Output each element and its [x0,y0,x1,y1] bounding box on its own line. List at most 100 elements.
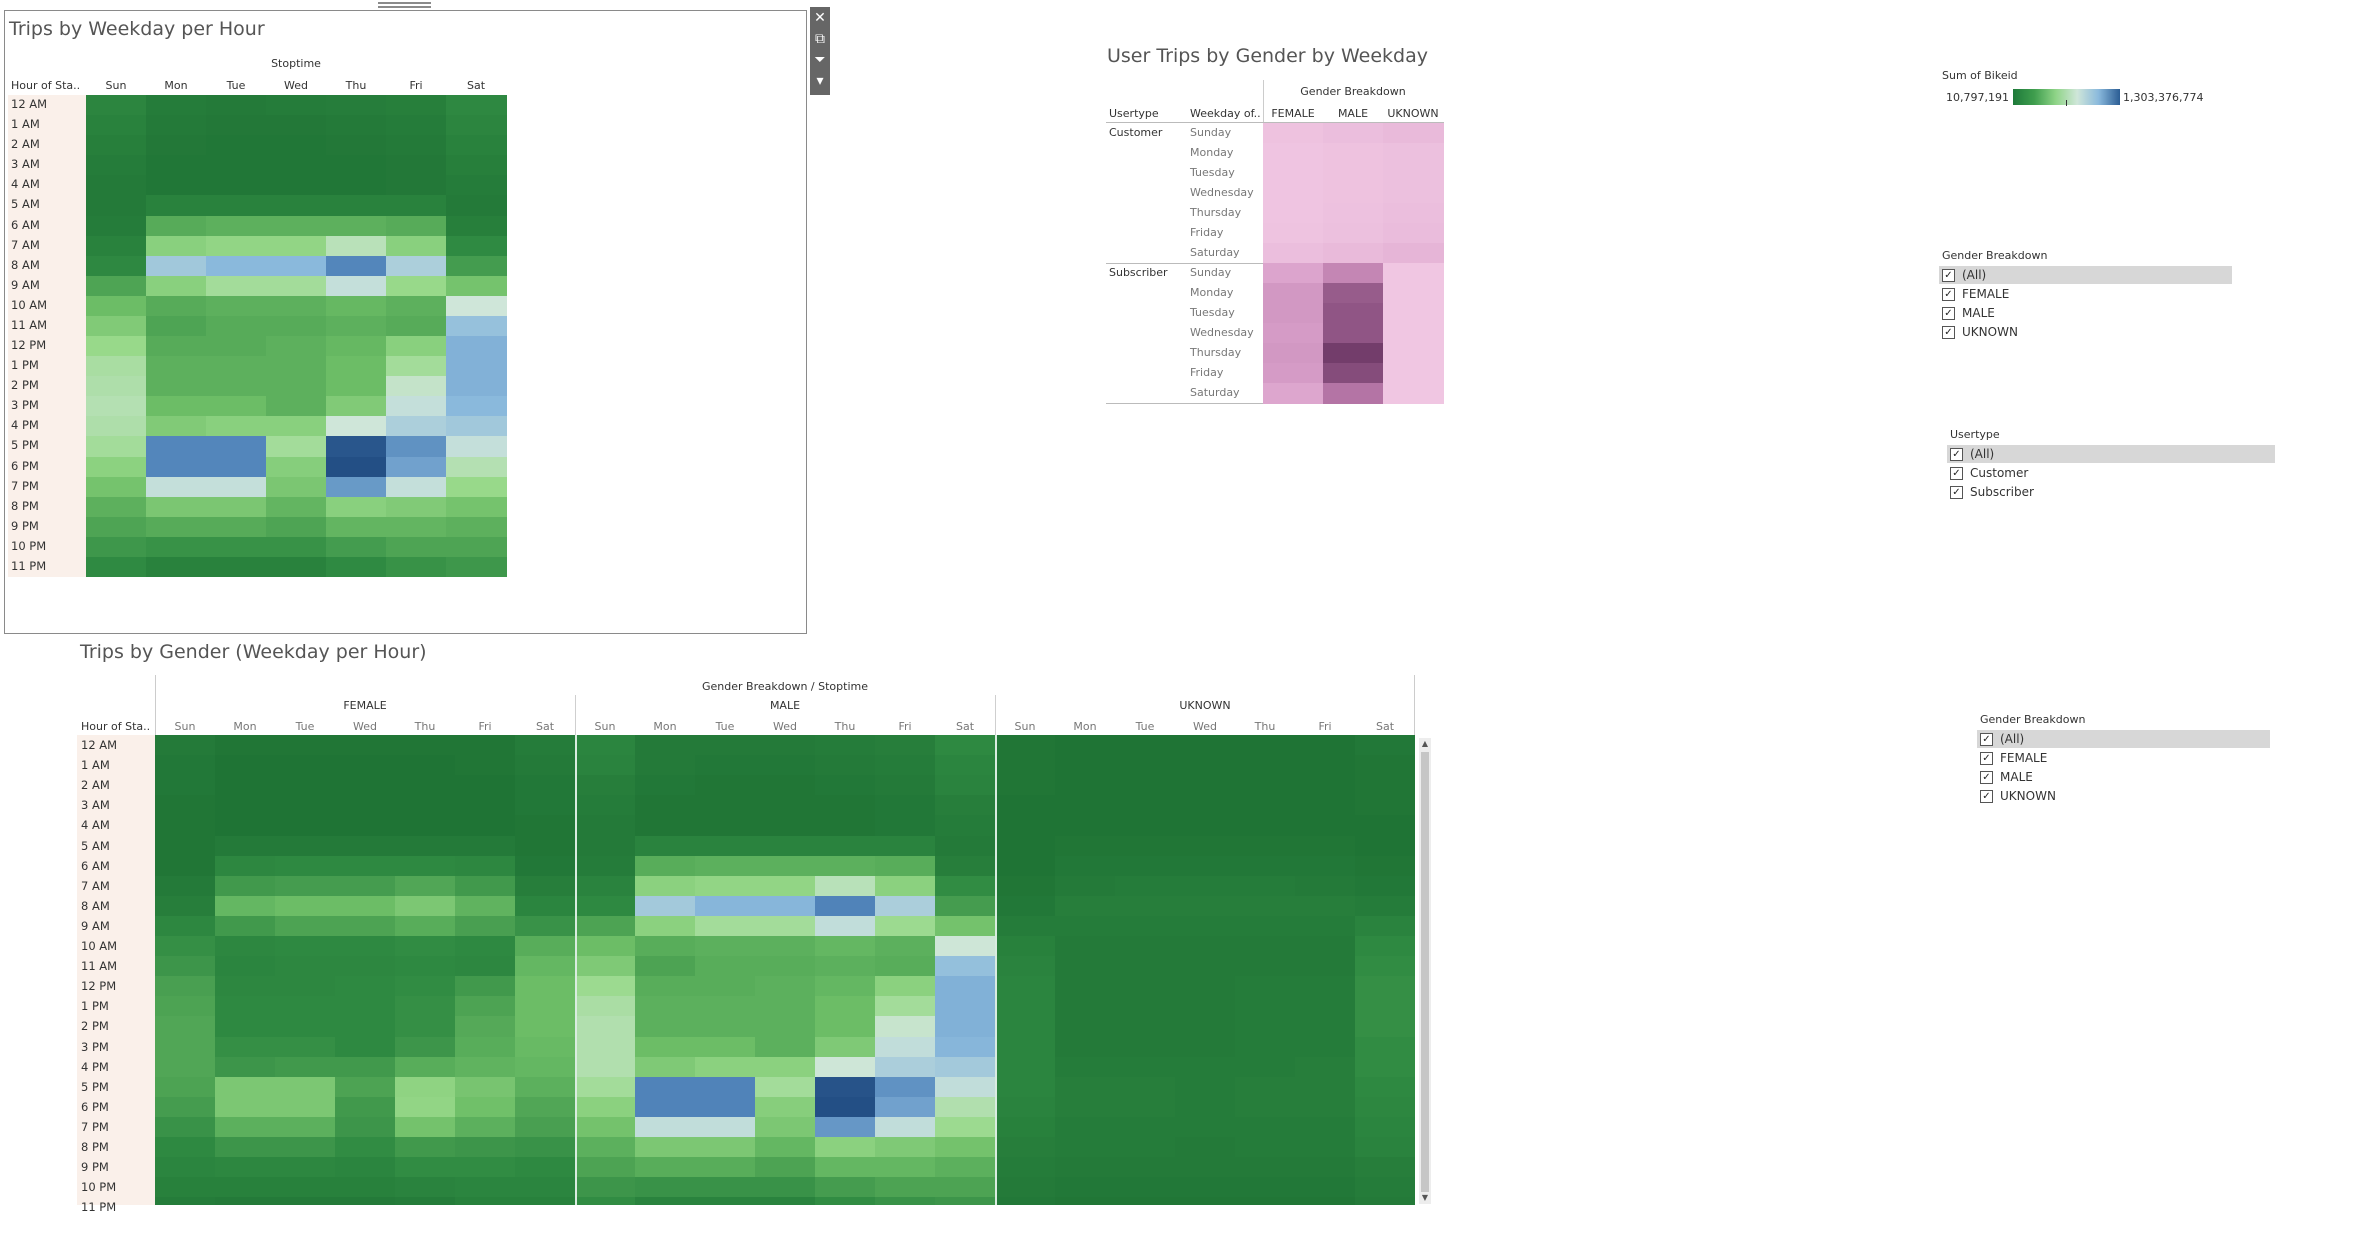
heatmap-cell [755,875,816,897]
heatmap-cell [635,1197,696,1205]
close-icon[interactable]: ✕ [814,10,826,26]
filter-option[interactable]: ✓ UKNOWN [1939,323,2232,341]
filter-option[interactable]: ✓ (All) [1977,730,2270,748]
panel2-weekday-label: Sunday [1190,266,1232,279]
heatmap-cell [155,1096,216,1118]
checkbox-icon[interactable]: ✓ [1942,288,1955,301]
panel1-hour-label: 11 AM [11,317,48,332]
heatmap-cell [1175,1116,1236,1138]
heatmap-cell [395,755,456,776]
heatmap-cell [446,396,507,417]
heatmap-cell [875,735,936,756]
checkbox-icon[interactable]: ✓ [1980,752,1993,765]
heatmap-cell [266,496,327,518]
checkbox-icon[interactable]: ✓ [1980,790,1993,803]
panel3-hour-label: 1 PM [81,999,109,1014]
heatmap-cell [155,1177,216,1198]
checkbox-icon[interactable]: ✓ [1942,269,1955,282]
heatmap-cell [515,1177,576,1198]
filter-option[interactable]: ✓ Subscriber [1947,483,2275,501]
heatmap-cell [1235,996,1296,1017]
panel1-hour-label: 5 AM [11,197,40,212]
trips-by-weekday-panel[interactable] [4,10,807,634]
heatmap-cell [1175,795,1236,816]
heatmap-cell [206,155,267,176]
panel3-scrollbar[interactable]: ▲ ▼ [1419,738,1431,1204]
checkbox-icon[interactable]: ✓ [1950,448,1963,461]
heatmap-cell [1355,1036,1415,1058]
heatmap-cell [875,1157,936,1178]
heatmap-cell [326,275,387,297]
heatmap-cell [995,875,1056,897]
checkbox-icon[interactable]: ✓ [1942,307,1955,320]
filter-option[interactable]: ✓ Customer [1947,464,2275,482]
heatmap-cell [1263,343,1324,364]
checkbox-icon[interactable]: ✓ [1980,771,1993,784]
filter-option[interactable]: ✓ (All) [1947,445,2275,463]
heatmap-cell [1383,303,1444,324]
panel3-hour-label: 11 AM [81,959,118,974]
filter-option[interactable]: ✓ FEMALE [1939,285,2232,303]
heatmap-cell [155,895,216,917]
heatmap-cell [755,835,816,857]
panel3-day-label: Tue [715,720,735,733]
filter-option[interactable]: ✓ MALE [1977,768,2270,786]
heatmap-cell [1323,183,1384,204]
popout-icon[interactable]: ⧉ [815,31,825,47]
heatmap-cell [215,936,276,957]
dropdown-icon[interactable]: ▾ [816,73,824,89]
heatmap-cell [395,936,456,957]
heatmap-cell [275,855,336,877]
drag-handle-icon[interactable] [378,0,431,10]
heatmap-cell [275,755,336,776]
heatmap-cell [935,835,996,857]
panel2-bottom-rule [1106,403,1444,404]
panel1-row-header: Hour of Sta.. [11,79,81,92]
heatmap-cell [266,195,327,216]
heatmap-cell [326,536,387,558]
heatmap-cell [1323,363,1384,384]
heatmap-cell [995,835,1056,857]
heatmap-cell [1383,143,1444,164]
heatmap-cell [635,815,696,836]
heatmap-cell [1383,203,1444,224]
heatmap-cell [395,996,456,1017]
panel3-day-label: Sat [535,720,555,733]
heatmap-cell [515,895,576,917]
heatmap-cell [1295,936,1356,957]
heatmap-cell [1115,1116,1176,1138]
heatmap-cell [386,376,447,397]
filter-option[interactable]: ✓ FEMALE [1977,749,2270,767]
heatmap-cell [155,1157,216,1178]
panel1-day-label: Sun [105,79,127,92]
heatmap-cell [755,1157,816,1178]
checkbox-icon[interactable]: ✓ [1942,326,1955,339]
heatmap-cell [386,195,447,216]
heatmap-cell [1263,283,1324,304]
checkbox-icon[interactable]: ✓ [1950,467,1963,480]
heatmap-cell [1055,755,1116,776]
heatmap-cell [575,1096,636,1118]
heatmap-cell [1295,875,1356,897]
checkbox-icon[interactable]: ✓ [1950,486,1963,499]
panel1-col-group-label: Stoptime [271,57,321,70]
scroll-up-icon[interactable]: ▲ [1421,739,1429,748]
heatmap-cell [266,175,327,196]
heatmap-cell [1235,755,1296,776]
heatmap-cell [755,1177,816,1198]
heatmap-cell [206,115,267,136]
filter-icon[interactable]: ⏷ [814,52,826,68]
heatmap-cell [1383,263,1444,284]
checkbox-icon[interactable]: ✓ [1980,733,1993,746]
heatmap-cell [1055,996,1116,1017]
panel1-hour-label: 10 PM [11,538,47,553]
filter-option[interactable]: ✓ UKNOWN [1977,787,2270,805]
panel3-scroll-thumb[interactable] [1421,752,1429,1192]
heatmap-cell [326,215,387,237]
filter-option[interactable]: ✓ MALE [1939,304,2232,322]
scroll-down-icon[interactable]: ▼ [1421,1193,1429,1202]
heatmap-cell [206,215,267,237]
heatmap-cell [335,855,396,877]
heatmap-cell [1383,343,1444,364]
filter-option[interactable]: ✓ (All) [1939,266,2232,284]
